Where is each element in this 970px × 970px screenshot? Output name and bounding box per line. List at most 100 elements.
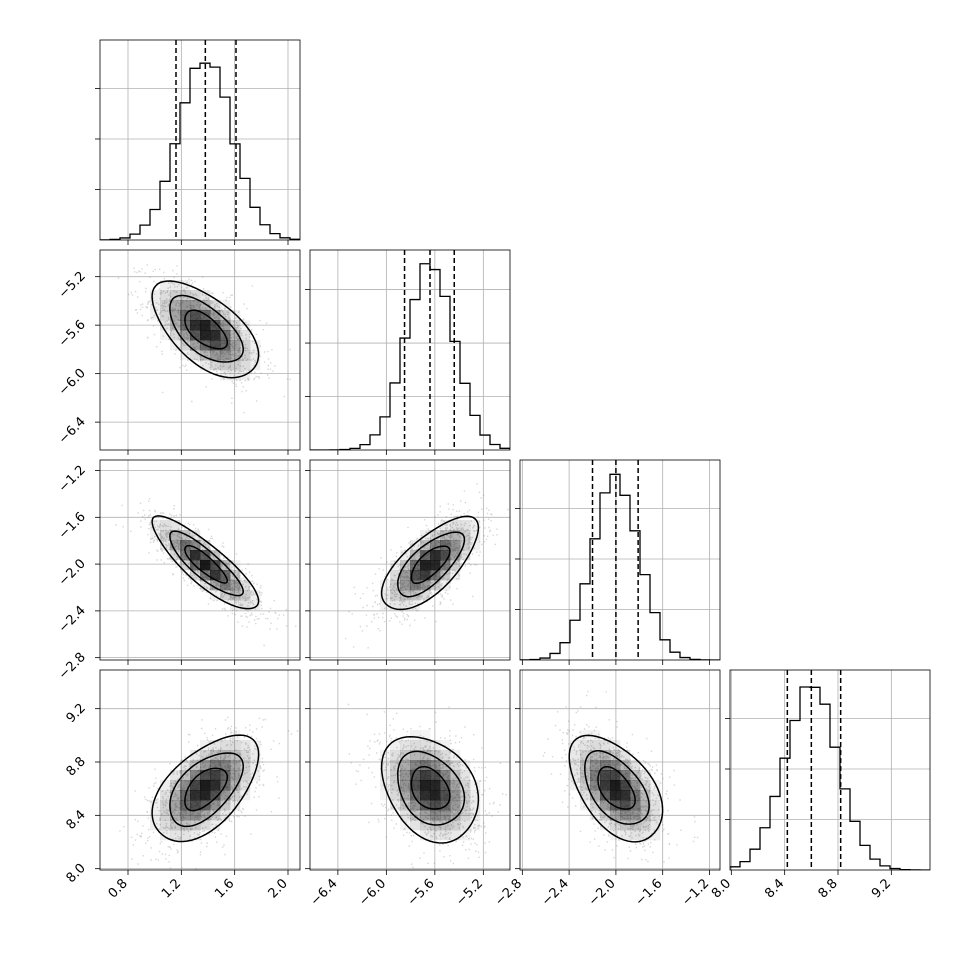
density-cell	[380, 590, 391, 601]
density-cell	[250, 770, 261, 781]
density-panel-2-0: −2.8 −2.4 −2.0 −1.6 −1.2	[56, 459, 301, 683]
density-cell	[390, 600, 401, 611]
density-cell	[240, 330, 251, 341]
density-cell	[170, 310, 181, 321]
density-cell	[170, 790, 181, 801]
x-tick-label-2-4: −1.2	[679, 876, 712, 909]
density-cell	[240, 760, 251, 771]
density-cell	[470, 780, 481, 791]
density-cell	[610, 770, 621, 781]
contour-3-1-0	[380, 736, 480, 844]
density-cell	[180, 830, 191, 841]
density-cell	[190, 310, 201, 321]
density-cell	[150, 300, 161, 311]
contour-2-0-2	[184, 544, 229, 584]
density-cell	[220, 360, 231, 371]
x-tick-label-3-1: 8.4	[762, 876, 787, 901]
density-cell	[650, 810, 661, 821]
density-cell	[430, 550, 441, 561]
density-cell	[430, 780, 441, 791]
density-cell	[460, 810, 471, 821]
density-cell	[240, 750, 251, 761]
density-cell	[220, 790, 231, 801]
contour-3-0-1	[169, 752, 244, 828]
density-cell	[470, 540, 481, 551]
contour-3-1-1	[397, 750, 466, 826]
density-cell	[460, 830, 471, 841]
density-cell	[440, 810, 451, 821]
density-cell	[200, 780, 211, 791]
density-cell	[170, 300, 181, 311]
contour-3-2-2	[597, 765, 636, 810]
density-cell	[440, 790, 451, 801]
density-cell	[590, 780, 601, 791]
density-cell	[420, 800, 431, 811]
density-cell	[430, 580, 441, 591]
density-cell	[240, 590, 251, 601]
density-cell	[210, 360, 221, 371]
density-cell	[390, 740, 401, 751]
density-cell	[600, 760, 611, 771]
density-cell	[430, 750, 441, 761]
density-cell	[200, 800, 211, 811]
density-cell	[410, 820, 421, 831]
density-cell	[240, 740, 251, 751]
density-cell	[460, 520, 471, 531]
density-cell	[430, 560, 441, 571]
density-cell	[640, 790, 651, 801]
contour-2-1-0	[380, 515, 480, 611]
density-cell	[390, 780, 401, 791]
density-cell	[160, 520, 171, 531]
density-cell	[190, 770, 201, 781]
density-cell	[150, 310, 161, 321]
density-cell	[410, 760, 421, 771]
density-cell	[430, 810, 441, 821]
density-cell	[210, 580, 221, 591]
contour-2-0-1	[169, 530, 244, 597]
density-cell	[600, 770, 611, 781]
density-cell	[420, 830, 431, 841]
y-tick-label-3-0: 8.0	[64, 861, 89, 886]
density-cell	[580, 740, 591, 751]
density-cell	[430, 830, 441, 841]
density-cell	[460, 780, 471, 791]
density-cell	[160, 790, 171, 801]
density-cell	[470, 820, 481, 831]
density-cell	[450, 530, 461, 541]
density-cell	[230, 780, 241, 791]
y-tick-label-2-1: −2.4	[56, 603, 89, 636]
density-cell	[180, 560, 191, 571]
density-cell	[200, 540, 211, 551]
density-cell	[580, 750, 591, 761]
y-tick-label-1-1: −6.0	[56, 366, 89, 399]
density-cell	[210, 310, 221, 321]
x-tick-label-3-0: 8.0	[709, 876, 734, 901]
density-cell	[210, 320, 221, 331]
density-cell	[400, 810, 411, 821]
density-cell	[380, 790, 391, 801]
density-cell	[380, 770, 391, 781]
density-cell	[210, 300, 221, 311]
density-cell	[610, 820, 621, 831]
density-cell	[440, 830, 451, 841]
density-cell	[160, 820, 171, 831]
density-cell	[200, 560, 211, 571]
density-cell	[460, 540, 471, 551]
density-cell	[200, 350, 211, 361]
contour-1-0-0	[151, 280, 260, 379]
density-cell	[630, 780, 641, 791]
density-cell	[410, 730, 421, 741]
density-panel-3-0: 0.8 1.2 1.6 2.0 8.0 8.4 8.8 9.2	[64, 669, 301, 901]
density-cell	[180, 280, 191, 291]
density-cell	[640, 830, 651, 841]
density-cell	[180, 810, 191, 821]
contour-3-1-2	[410, 765, 451, 810]
density-cell	[410, 780, 421, 791]
density-cell	[200, 760, 211, 771]
density-cell	[610, 740, 621, 751]
density-cell	[190, 290, 201, 301]
density-cell	[420, 550, 431, 561]
density-cell	[190, 340, 201, 351]
density-cell	[230, 790, 241, 801]
density-cell	[390, 560, 401, 571]
